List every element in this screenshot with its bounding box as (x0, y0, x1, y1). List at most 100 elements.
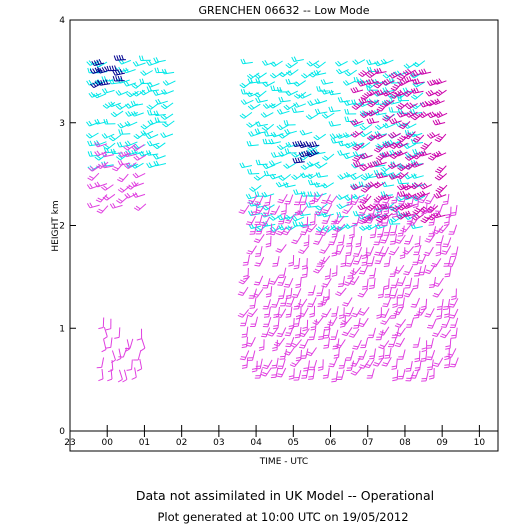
wind-barb-feather (308, 303, 314, 305)
wind-barb (264, 193, 275, 198)
wind-barb-feather (361, 225, 366, 230)
wind-barb-feather (369, 236, 375, 239)
wind-barb-feather (374, 262, 380, 265)
wind-barb (252, 350, 256, 361)
wind-barb-feather (435, 79, 440, 84)
wind-barb-feather (434, 113, 439, 118)
wind-barb-feather (429, 215, 434, 219)
wind-barb-feather (306, 162, 311, 167)
wind-barb (371, 255, 375, 266)
wind-barb-feather (146, 163, 150, 168)
wind-barb-feather (92, 68, 96, 74)
wind-barb (429, 308, 435, 318)
wind-barb-feather (398, 173, 403, 178)
wind-barb (398, 151, 408, 157)
wind-barb-feather (125, 104, 129, 109)
x-tick-label: 08 (399, 438, 411, 448)
wind-barb (156, 163, 167, 167)
wind-barb-feather (391, 365, 397, 368)
wind-barb-feather (315, 227, 321, 232)
wind-barb-feather (353, 104, 359, 109)
wind-barb (280, 367, 287, 378)
wind-barb-feather (342, 81, 347, 86)
wind-barb (257, 99, 268, 103)
wind-barb-feather (268, 104, 274, 109)
wind-barb (264, 216, 271, 226)
wind-barb-feather (371, 117, 375, 123)
wind-barb (415, 195, 426, 202)
wind-barb-feather (416, 262, 422, 264)
wind-barb (265, 367, 272, 377)
wind-barb-feather (253, 176, 259, 181)
wind-barb-feather (278, 181, 282, 187)
wind-barb-feather (309, 191, 313, 197)
wind-barb-feather (349, 272, 355, 276)
wind-barb-feather (307, 147, 312, 152)
wind-barb-feather (313, 320, 319, 324)
wind-barb-feather (314, 213, 320, 216)
wind-barb-feather (330, 120, 334, 126)
wind-barb-feather (104, 66, 108, 72)
wind-barb (300, 206, 308, 215)
wind-barb-feather (365, 252, 371, 254)
wind-barb-feather (147, 120, 152, 126)
wind-barb-feather (300, 74, 306, 79)
wind-barb-feather (383, 194, 388, 200)
wind-barb-feather (358, 214, 364, 217)
wind-barb-feather (86, 121, 90, 127)
wind-barb (349, 256, 355, 267)
wind-barb-feather (415, 213, 420, 218)
wind-barb-feather (323, 113, 329, 118)
wind-barb-feather (248, 73, 254, 78)
wind-barb (351, 268, 355, 279)
wind-barb (250, 81, 261, 84)
wind-barb-feather (399, 111, 403, 117)
wind-barb-feather (390, 240, 396, 243)
wind-barb-feather (264, 138, 268, 144)
wind-barb-feather (273, 151, 277, 157)
wind-barb-feather (119, 141, 123, 147)
wind-barb-feather (377, 221, 383, 224)
wind-barb-feather (361, 257, 367, 260)
wind-barb-feather (434, 92, 439, 97)
wind-barb-feather (418, 69, 422, 75)
wind-barb-feather (358, 356, 364, 358)
wind-barb-feather (411, 72, 417, 78)
wind-barb-feather (413, 206, 419, 208)
wind-barb (381, 226, 385, 237)
wind-barb-feather (112, 76, 116, 82)
wind-barb (164, 90, 174, 95)
wind-barb-feather (264, 163, 269, 168)
wind-barb-feather (390, 174, 395, 179)
wind-barb-feather (407, 210, 412, 216)
wind-barb-feather (323, 155, 329, 160)
wind-barb-feather (273, 343, 279, 347)
wind-barb-feather (102, 196, 108, 201)
wind-barb (455, 327, 458, 338)
wind-barb-feather (338, 283, 344, 285)
wind-barb-feather (320, 249, 326, 252)
wind-barb-feather (346, 116, 350, 122)
wind-barb-feather (101, 349, 107, 353)
wind-barb-feather (441, 323, 447, 326)
wind-barb-feather (88, 60, 93, 65)
wind-barb-feather (261, 333, 267, 335)
wind-barb-feather (295, 359, 301, 362)
wind-barb-feather (323, 337, 329, 339)
wind-barb (339, 224, 348, 232)
wind-barb-feather (349, 236, 355, 239)
wind-barb (337, 223, 346, 233)
wind-barb-feather (429, 112, 434, 117)
wind-barb-feather (303, 191, 306, 197)
wind-barb-feather (436, 317, 442, 320)
wind-barb (257, 131, 268, 134)
wind-barb-feather (284, 352, 290, 356)
wind-barb-feather (413, 103, 418, 108)
wind-barb-feather (265, 295, 271, 298)
wind-barb-feather (362, 187, 368, 191)
wind-barb (388, 347, 392, 358)
wind-barb (383, 326, 390, 336)
wind-barb-feather (319, 233, 325, 236)
wind-barb-feather (351, 99, 354, 105)
wind-barb (416, 81, 426, 88)
